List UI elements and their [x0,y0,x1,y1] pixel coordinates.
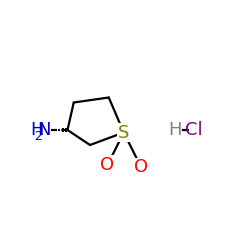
Text: S: S [118,124,130,142]
Text: H: H [168,121,182,139]
Text: O: O [100,156,114,174]
Text: Cl: Cl [185,121,202,139]
Text: N: N [38,121,51,139]
Text: H: H [30,121,44,139]
Text: 2: 2 [34,130,42,143]
Text: O: O [134,158,148,176]
